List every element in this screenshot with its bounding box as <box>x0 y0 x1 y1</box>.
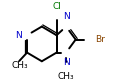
Text: CH₃: CH₃ <box>11 61 28 70</box>
Text: N: N <box>62 12 69 21</box>
Text: N: N <box>15 31 22 40</box>
Text: Br: Br <box>94 35 104 44</box>
Text: N: N <box>62 58 69 67</box>
Text: Cl: Cl <box>52 2 60 11</box>
Text: CH₃: CH₃ <box>57 72 74 81</box>
